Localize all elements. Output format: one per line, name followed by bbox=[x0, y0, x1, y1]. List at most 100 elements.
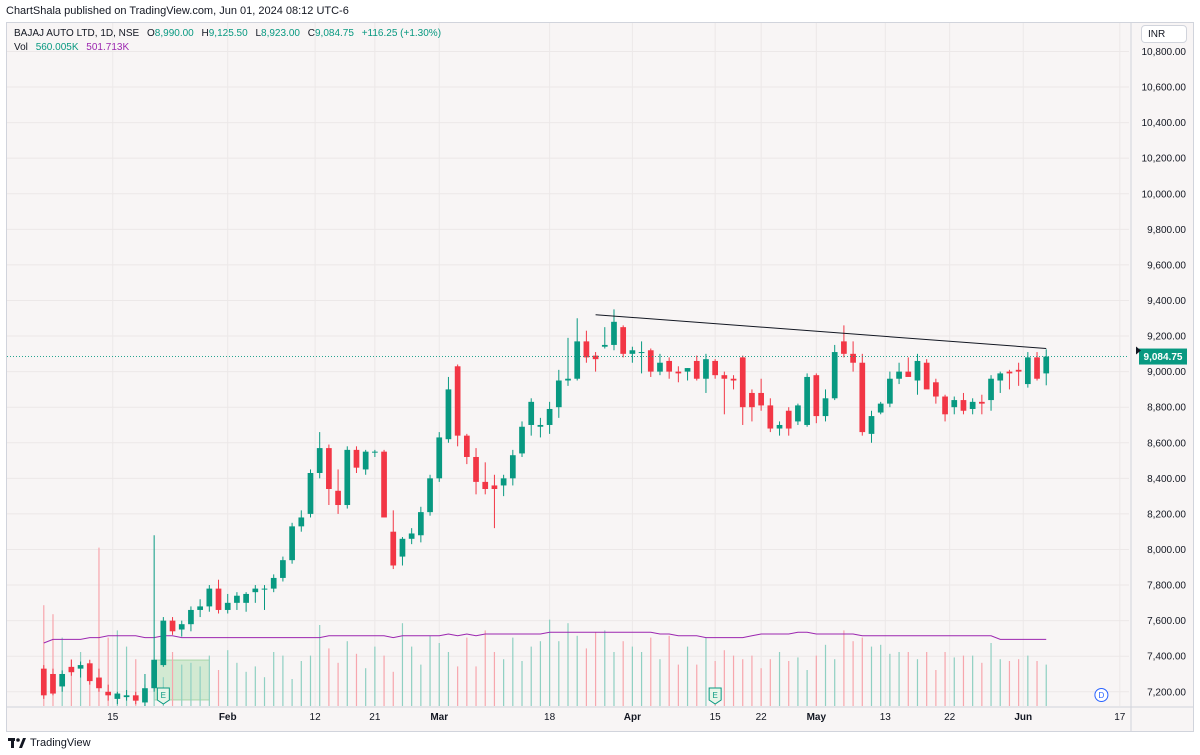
volume-bar bbox=[245, 671, 247, 706]
candle-body bbox=[40, 668, 47, 696]
volume-bar bbox=[640, 652, 643, 706]
volume-bar bbox=[861, 637, 863, 706]
candle-body bbox=[583, 341, 590, 358]
y-tick-label: 7,400.00 bbox=[1147, 652, 1186, 663]
chart-frame[interactable] bbox=[6, 22, 1194, 732]
candle-body bbox=[68, 666, 75, 673]
candle-body bbox=[555, 380, 562, 408]
candle-body bbox=[1034, 357, 1040, 379]
candle-body bbox=[712, 360, 718, 376]
volume-row: Vol 560.005K 501.713K bbox=[14, 41, 441, 54]
candle-body bbox=[813, 375, 820, 417]
currency-button[interactable]: INR bbox=[1141, 25, 1187, 43]
candle-body bbox=[997, 373, 1004, 381]
volume-bar bbox=[484, 630, 486, 706]
candle-body bbox=[316, 448, 323, 473]
volume-bar bbox=[291, 679, 293, 706]
volume-bar bbox=[79, 652, 82, 706]
candle-body bbox=[822, 398, 829, 417]
volume-bar bbox=[962, 655, 965, 706]
candle-body bbox=[914, 360, 921, 381]
candle-body bbox=[234, 595, 240, 603]
candle-body bbox=[684, 368, 691, 372]
x-tick-label: Mar bbox=[430, 712, 448, 723]
volume-bar bbox=[622, 641, 624, 706]
volume-bar bbox=[181, 664, 183, 706]
candle-body bbox=[353, 449, 360, 468]
candle-body bbox=[169, 620, 176, 632]
candle-body bbox=[289, 526, 295, 561]
candle-body bbox=[509, 455, 516, 479]
volume-bar bbox=[521, 661, 523, 706]
volume-bar bbox=[769, 659, 771, 706]
candle-body bbox=[703, 359, 709, 379]
candle-body bbox=[215, 588, 222, 610]
candle-body bbox=[335, 490, 341, 506]
volume-bar bbox=[870, 646, 873, 706]
candle-body bbox=[436, 437, 443, 479]
open-value: 8,990.00 bbox=[154, 28, 194, 39]
volume-bar bbox=[834, 659, 836, 706]
y-tick-label: 7,800.00 bbox=[1147, 581, 1186, 592]
last-price-label: 9,084.75 bbox=[1144, 352, 1183, 363]
volume-bar bbox=[778, 652, 781, 706]
vol-label[interactable]: Vol bbox=[14, 42, 28, 53]
volume-bar bbox=[723, 650, 725, 706]
volume-bar bbox=[815, 655, 817, 706]
candle-body bbox=[1006, 371, 1013, 374]
volume-bar bbox=[319, 625, 321, 706]
candle-body bbox=[519, 426, 525, 454]
volume-bar bbox=[944, 652, 946, 706]
x-tick-label: 18 bbox=[544, 712, 556, 723]
candle-body bbox=[785, 410, 792, 429]
x-tick-label: 22 bbox=[756, 712, 768, 723]
published-text: ChartShala published on TradingView.com,… bbox=[6, 5, 349, 17]
volume-bar bbox=[797, 657, 799, 706]
last-price-tag bbox=[1139, 348, 1187, 365]
volume-bar bbox=[668, 635, 670, 706]
candle-body bbox=[86, 663, 93, 682]
volume-bar bbox=[714, 661, 716, 706]
volume-bar bbox=[1027, 655, 1029, 706]
volume-bar bbox=[594, 632, 597, 706]
volume-bar bbox=[852, 641, 854, 706]
candle-body bbox=[537, 424, 544, 427]
candle-body bbox=[620, 327, 627, 354]
volume-bar bbox=[760, 668, 762, 706]
candle-body bbox=[114, 693, 121, 699]
candle-body bbox=[933, 382, 939, 397]
y-tick-label: 9,600.00 bbox=[1147, 260, 1186, 271]
volume-bar bbox=[309, 655, 312, 706]
y-tick-label: 9,800.00 bbox=[1147, 225, 1186, 236]
footer: TradingView bbox=[8, 736, 91, 750]
candle-body bbox=[261, 588, 268, 590]
y-tick-label: 10,200.00 bbox=[1142, 154, 1187, 165]
candle-body bbox=[390, 531, 397, 566]
candle-body bbox=[418, 512, 424, 536]
volume-bar bbox=[549, 619, 551, 706]
y-tick-label: 8,400.00 bbox=[1147, 474, 1186, 485]
y-tick-label: 9,000.00 bbox=[1147, 367, 1186, 378]
candle-body bbox=[252, 588, 259, 593]
volume-bar bbox=[125, 646, 128, 706]
candle-body bbox=[988, 378, 994, 401]
y-tick-label: 8,600.00 bbox=[1147, 438, 1186, 449]
candle-body bbox=[758, 392, 764, 406]
low-value: 8,923.00 bbox=[261, 28, 300, 39]
x-tick-label: Jun bbox=[1014, 712, 1032, 723]
open-label: O bbox=[147, 28, 155, 39]
candle-body bbox=[675, 371, 682, 374]
symbol-title[interactable]: BAJAJ AUTO LTD, 1D, NSE bbox=[14, 28, 140, 39]
volume-bar bbox=[328, 648, 330, 706]
x-tick-label: Apr bbox=[624, 712, 641, 723]
y-tick-label: 8,800.00 bbox=[1147, 403, 1186, 414]
volume-bar bbox=[337, 662, 339, 706]
footer-brand: TradingView bbox=[30, 737, 91, 749]
volume-bar bbox=[530, 646, 532, 706]
volume-bar bbox=[576, 635, 578, 706]
volume-bar bbox=[199, 666, 201, 706]
volume-bar bbox=[420, 664, 422, 706]
volume-bar bbox=[70, 659, 72, 706]
candle-body bbox=[482, 481, 489, 490]
